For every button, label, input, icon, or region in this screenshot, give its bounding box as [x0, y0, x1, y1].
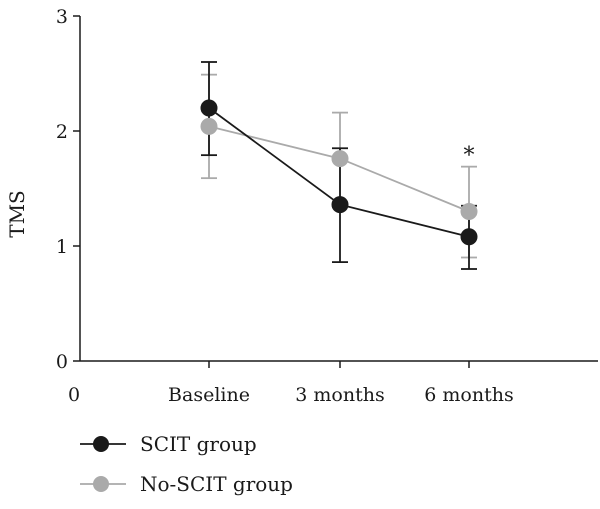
series-line [208, 107, 470, 238]
data-point [200, 117, 218, 135]
x-tick-label: 6 months [424, 384, 513, 406]
x-tick-label: 3 months [295, 384, 384, 406]
data-point [331, 150, 349, 168]
significance-marker: * [464, 144, 475, 169]
y-axis-title: TMS [5, 190, 29, 238]
data-point [460, 228, 478, 246]
data-point [200, 99, 218, 117]
legend-marker [93, 476, 109, 492]
y-tick-label: 2 [56, 121, 68, 143]
y-tick-label: 3 [56, 6, 68, 28]
y-tick-label: 1 [56, 236, 68, 258]
x-tick-label: Baseline [168, 384, 250, 406]
x-origin-tick-label: 0 [68, 384, 80, 406]
legend-label: No-SCIT group [140, 472, 293, 496]
data-point [460, 203, 478, 220]
legend-label: SCIT group [140, 432, 257, 456]
data-point [331, 196, 349, 214]
legend-marker [93, 436, 109, 452]
y-tick-label: 0 [56, 351, 68, 373]
